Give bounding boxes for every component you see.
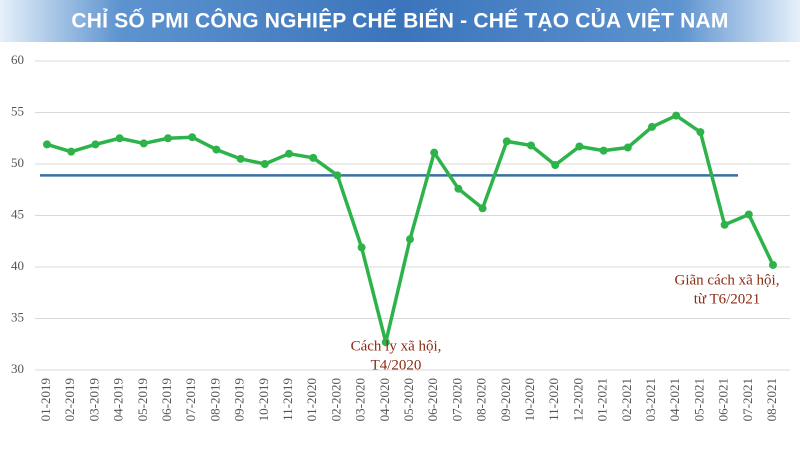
annotation: từ T6/2021	[694, 291, 761, 307]
data-point	[236, 154, 245, 163]
x-tick-label: 08-2019	[207, 378, 222, 421]
x-tick-label: 02-2021	[619, 378, 634, 421]
x-tick-label: 10-2020	[522, 378, 537, 421]
data-point	[430, 148, 439, 157]
x-tick-label: 07-2020	[449, 378, 464, 421]
x-tick-label: 06-2019	[159, 378, 174, 421]
x-tick-label: 06-2020	[425, 378, 440, 421]
data-point	[696, 128, 705, 137]
data-point	[478, 204, 487, 213]
data-point	[502, 137, 511, 146]
x-tick-label: 05-2021	[691, 378, 706, 421]
data-point	[769, 260, 777, 269]
annotation: T4/2020	[371, 357, 422, 373]
data-point	[285, 149, 293, 158]
data-point	[648, 122, 656, 131]
title-banner	[0, 0, 800, 42]
data-point	[91, 140, 100, 149]
x-tick-label: 03-2020	[353, 378, 368, 421]
annotation: Giãn cách xã hội,	[675, 272, 780, 288]
x-tick-label: 11-2019	[280, 378, 295, 421]
x-tick-label: 12-2020	[570, 378, 585, 421]
data-point	[188, 133, 197, 142]
data-point	[115, 134, 124, 143]
data-point	[43, 140, 51, 149]
chart-title: CHỈ SỐ PMI CÔNG NGHIỆP CHẾ BIẾN - CHẾ TẠ…	[71, 9, 728, 33]
annotation: Cách ly xã hội,	[351, 338, 442, 354]
x-tick-label: 07-2019	[183, 378, 198, 421]
y-tick-label: 35	[11, 309, 24, 324]
x-tick-label: 06-2021	[716, 378, 731, 421]
x-tick-label: 08-2020	[474, 378, 489, 421]
y-tick-label: 55	[11, 103, 24, 118]
y-tick-label: 40	[11, 258, 24, 273]
data-point	[212, 145, 221, 154]
data-point	[260, 160, 269, 168]
x-tick-label: 02-2020	[328, 378, 343, 421]
y-tick-label: 30	[11, 361, 24, 376]
x-tick-label: 02-2019	[62, 378, 77, 421]
data-point	[333, 171, 342, 180]
data-point	[406, 235, 414, 244]
data-point	[599, 146, 608, 155]
data-point	[575, 142, 584, 151]
y-tick-label: 60	[11, 52, 24, 67]
data-point	[381, 338, 390, 347]
x-tick-label: 04-2021	[667, 378, 682, 421]
data-point	[672, 111, 681, 120]
x-tick-label: 04-2019	[111, 378, 126, 421]
x-tick-label: 05-2019	[135, 378, 150, 421]
data-point	[527, 141, 535, 150]
data-point	[454, 184, 463, 193]
x-tick-label: 01-2019	[38, 378, 53, 421]
data-point	[164, 134, 172, 143]
y-tick-label: 50	[11, 155, 24, 170]
data-point	[67, 147, 76, 156]
x-tick-label: 11-2020	[546, 378, 561, 421]
x-tick-label: 01-2021	[595, 378, 610, 421]
x-tick-label: 05-2020	[401, 378, 416, 421]
x-tick-label: 09-2020	[498, 378, 513, 421]
x-tick-label: 07-2021	[740, 378, 755, 421]
x-tick-label: 03-2021	[643, 378, 658, 421]
x-tick-label: 03-2019	[86, 378, 101, 421]
data-point	[623, 143, 632, 152]
x-tick-label: 04-2020	[377, 378, 392, 421]
y-tick-label: 45	[11, 206, 24, 221]
x-tick-label: 10-2019	[256, 378, 271, 421]
x-tick-label: 09-2019	[232, 378, 247, 421]
data-point	[551, 161, 560, 170]
x-tick-label: 08-2021	[764, 378, 779, 421]
x-tick-label: 01-2020	[304, 378, 319, 421]
data-point	[720, 220, 729, 229]
data-point	[744, 210, 753, 219]
data-line	[46, 113, 775, 344]
data-point	[139, 139, 148, 148]
data-point	[309, 153, 318, 162]
data-point	[357, 243, 366, 252]
